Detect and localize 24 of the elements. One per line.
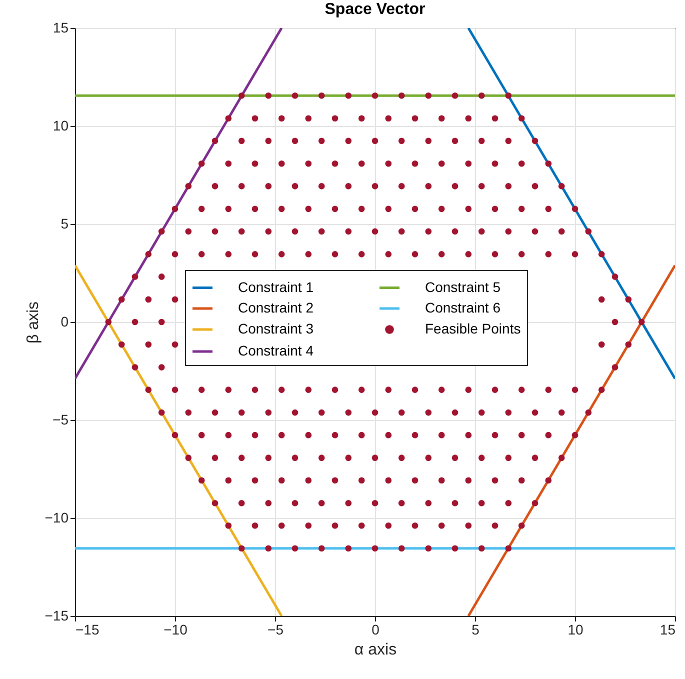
legend-label: Constraint 6 xyxy=(425,300,501,316)
legend-label: Feasible Points xyxy=(425,320,521,336)
x-tick-label: −15 xyxy=(76,622,100,638)
legend-label: Constraint 2 xyxy=(238,300,314,316)
legend-label: Constraint 1 xyxy=(238,278,314,295)
legend-label: Constraint 3 xyxy=(238,320,314,336)
chart-title: Space Vector xyxy=(324,1,426,18)
x-tick-label: 0 xyxy=(372,622,380,638)
y-tick-label: 0 xyxy=(60,314,69,330)
legend-label: Constraint 4 xyxy=(238,342,314,358)
y-tick-label: 15 xyxy=(52,20,69,36)
x-tick-label: 15 xyxy=(660,622,676,638)
x-tick-label: 10 xyxy=(568,622,584,638)
x-tick-label: −10 xyxy=(164,622,188,638)
legend-label: Constraint 5 xyxy=(425,278,501,295)
y-tick-label: 5 xyxy=(60,216,69,232)
y-tick-label: 10 xyxy=(52,118,69,134)
x-axis-title: α axis xyxy=(354,642,397,658)
y-axis-title: β axis xyxy=(24,301,42,344)
x-tick-label: 5 xyxy=(472,622,480,638)
x-tick-label: −5 xyxy=(268,622,284,638)
y-tick-label: −15 xyxy=(44,608,69,624)
y-tick-label: −5 xyxy=(52,412,69,428)
y-tick-label: −10 xyxy=(44,510,69,526)
